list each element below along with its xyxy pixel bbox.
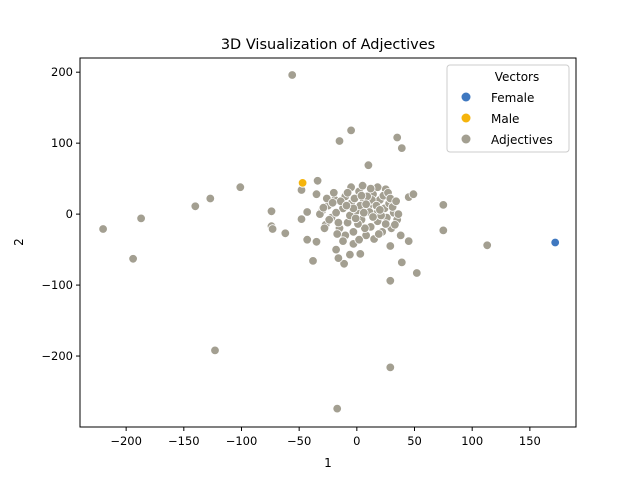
point-adjectives [332, 403, 342, 414]
point-adjectives [366, 183, 376, 194]
legend-box [446, 64, 570, 153]
legend-marker-adjectives [461, 134, 471, 144]
point-adjectives [334, 136, 345, 146]
x-tick-label: −50 [287, 434, 311, 448]
point-adjectives [302, 207, 312, 217]
point-adjectives [360, 223, 370, 234]
point-adjectives [311, 237, 322, 247]
chart-title: 3D Visualization of Adjectives [221, 37, 435, 53]
point-adjectives [357, 180, 368, 191]
legend-marker-female [461, 92, 471, 102]
point-adjectives [361, 199, 371, 209]
x-tick-label: −200 [110, 434, 142, 448]
legend-entry-male: Male [491, 112, 519, 126]
x-tick-label: 0 [353, 434, 360, 448]
point-adjectives [319, 223, 330, 234]
points-layer [98, 70, 560, 414]
point-adjectives [136, 213, 146, 224]
x-axis-ticks: −200 −150 −100 −50 0 50 100 150 [110, 427, 541, 448]
point-adjectives [374, 229, 384, 239]
point-adjectives [312, 176, 323, 186]
point-adjectives [359, 207, 369, 218]
legend-title: Vectors [495, 70, 540, 84]
point-adjectives [408, 189, 419, 199]
x-tick-label: 150 [519, 434, 541, 448]
point-adjectives [393, 209, 404, 219]
point-adjectives [397, 143, 407, 153]
plot-frame [79, 57, 577, 428]
x-tick-label: −100 [226, 434, 258, 448]
point-adjectives [385, 241, 396, 251]
point-adjectives [287, 70, 297, 80]
point-adjectives [355, 249, 366, 259]
y-tick-label: −100 [41, 278, 73, 292]
point-adjectives [331, 244, 341, 255]
point-adjectives [341, 200, 352, 211]
point-adjectives [296, 214, 307, 224]
point-adjectives [308, 256, 318, 266]
point-female [550, 237, 560, 248]
point-adjectives [385, 276, 396, 286]
x-tick-label: −150 [168, 434, 200, 448]
point-adjectives [266, 206, 277, 217]
y-axis-label: 2 [12, 238, 26, 246]
point-adjectives [438, 200, 449, 210]
point-adjectives [235, 182, 246, 192]
legend-marker-male [461, 113, 471, 123]
point-adjectives [348, 227, 359, 237]
legend-entry-female: Female [491, 91, 534, 105]
legend: Vectors Female Male Adjectives [446, 64, 570, 153]
point-adjectives [412, 268, 422, 278]
point-adjectives [354, 234, 364, 245]
y-tick-label: −200 [41, 349, 73, 363]
point-adjectives [302, 234, 312, 245]
point-male [297, 178, 308, 188]
y-tick-label: 200 [51, 65, 73, 79]
point-adjectives [368, 212, 378, 222]
point-adjectives [332, 229, 342, 239]
point-adjectives [333, 253, 344, 263]
point-adjectives [342, 188, 353, 198]
legend-entry-adjectives: Adjectives [491, 133, 553, 147]
point-adjectives [438, 225, 449, 236]
point-adjectives [205, 193, 216, 204]
point-adjectives [346, 125, 356, 136]
point-adjectives [396, 230, 406, 241]
point-adjectives [363, 160, 374, 170]
point-adjectives [98, 224, 108, 234]
point-adjectives [339, 259, 349, 269]
point-adjectives [329, 188, 339, 198]
point-adjectives [331, 207, 341, 218]
point-adjectives [391, 196, 401, 207]
point-adjectives [392, 132, 402, 143]
point-adjectives [333, 217, 344, 228]
point-adjectives [190, 201, 201, 212]
point-adjectives [267, 224, 278, 234]
point-adjectives [375, 205, 385, 215]
y-tick-label: 100 [51, 136, 73, 150]
point-adjectives [327, 198, 338, 208]
x-axis-label: 1 [324, 456, 332, 470]
point-adjectives [482, 240, 492, 251]
point-adjectives [128, 254, 138, 264]
point-adjectives [324, 215, 334, 225]
y-axis-ticks: 200 100 0 −100 −200 [41, 65, 80, 363]
point-adjectives [338, 236, 348, 246]
point-adjectives [318, 202, 329, 213]
point-adjectives [397, 257, 407, 268]
point-adjectives [385, 362, 396, 373]
point-adjectives [311, 189, 322, 199]
point-adjectives [210, 345, 220, 356]
y-tick-label: 0 [66, 207, 73, 221]
point-adjectives [404, 236, 414, 246]
x-tick-label: 50 [407, 434, 422, 448]
x-tick-label: 100 [461, 434, 483, 448]
point-adjectives [345, 249, 355, 260]
point-adjectives [280, 228, 291, 239]
point-adjectives [356, 190, 367, 201]
point-adjectives [381, 219, 391, 229]
point-adjectives [390, 220, 400, 230]
point-adjectives [351, 213, 361, 224]
